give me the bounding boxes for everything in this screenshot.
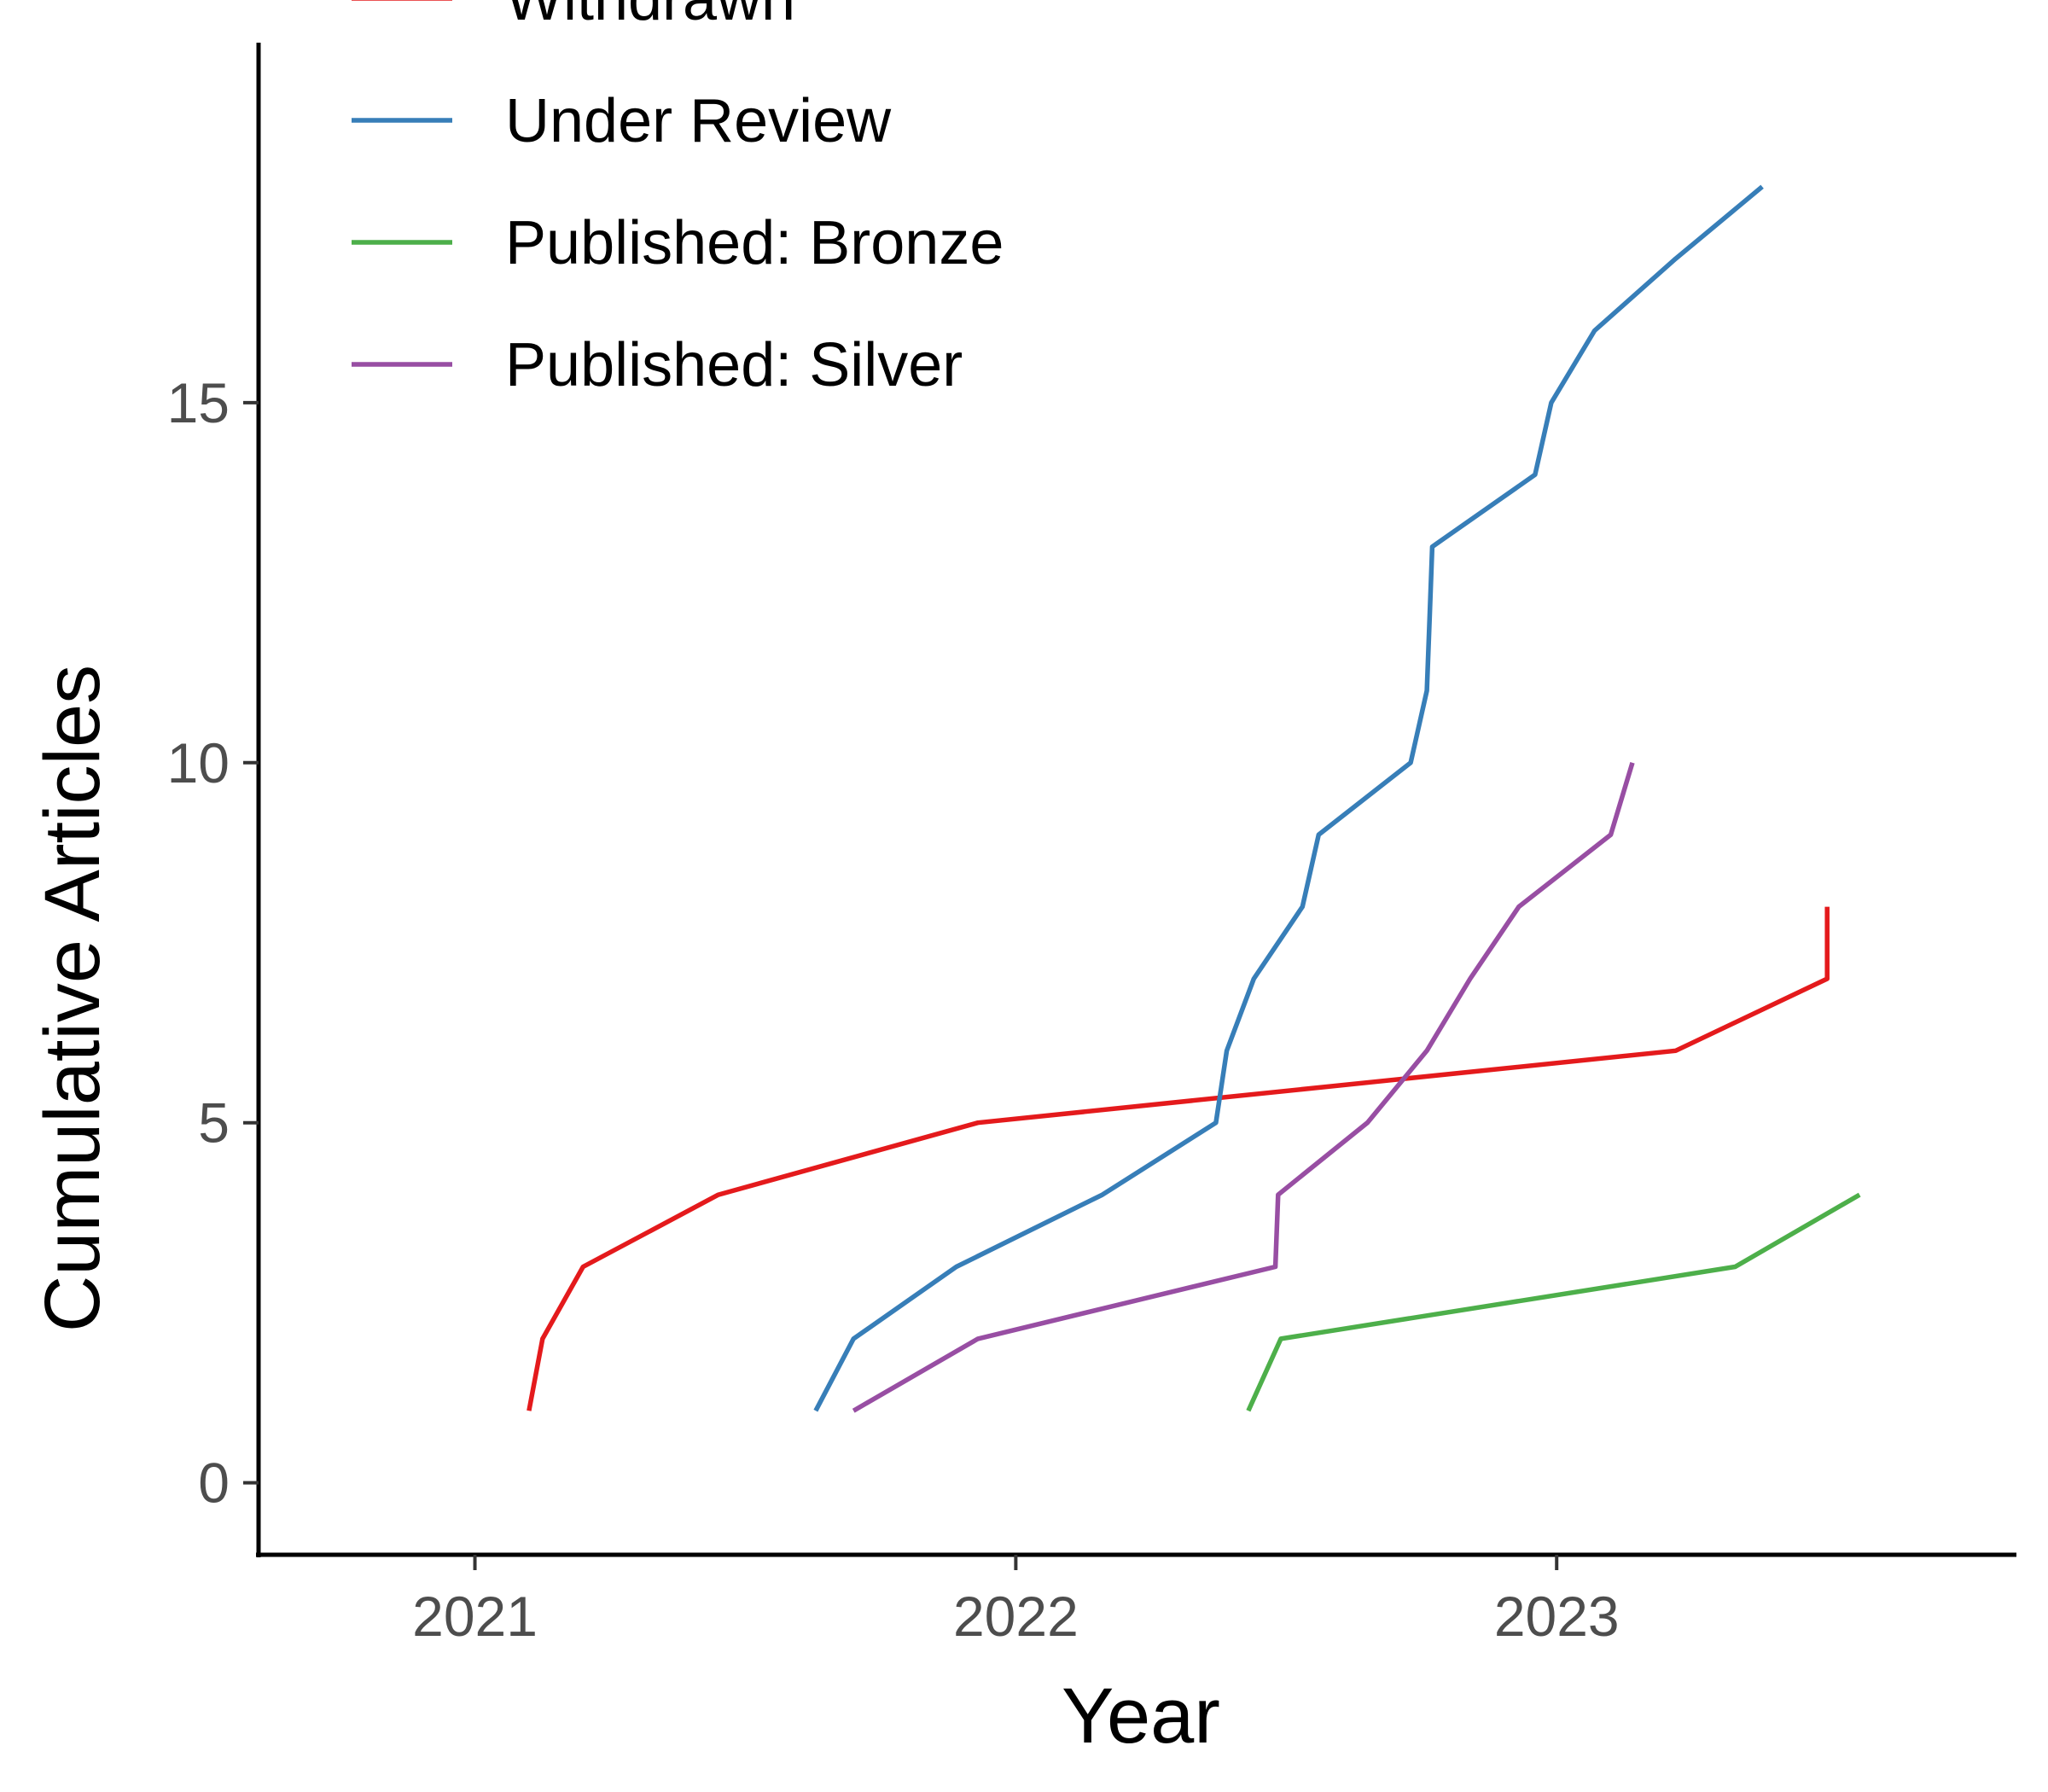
x-tick-label: 2023	[1494, 1585, 1620, 1648]
legend-label: Published: Silver	[505, 331, 963, 399]
y-tick-label: 15	[167, 371, 230, 434]
y-tick-label: 5	[198, 1091, 230, 1155]
series-line-2	[813, 184, 1764, 1412]
legend-item: Published: Silver	[352, 331, 963, 399]
x-tick-label: 2022	[953, 1585, 1079, 1648]
legend-item: Published: Bronze	[352, 209, 1004, 277]
x-axis-title: Year	[1062, 1673, 1220, 1760]
legend-label: Published: Bronze	[505, 209, 1004, 277]
series-line-1	[527, 906, 1830, 1411]
legend-item: Withdrawn	[352, 0, 795, 33]
y-tick-label: 10	[167, 731, 230, 794]
series-lines	[527, 184, 1861, 1413]
legend: Withdrawn Under Review Published: Bronze Pu…	[352, 0, 1004, 399]
legend-label: Withdrawn	[505, 0, 795, 33]
series-line-4	[852, 762, 1635, 1413]
legend-label: Under Review	[505, 87, 892, 155]
series-line-3	[1246, 1192, 1861, 1412]
y-axis-title: Cumulative Articles	[29, 665, 116, 1332]
axes: 2021 2022 2023 0 5 10 15	[167, 43, 2016, 1648]
x-tick-label: 2021	[412, 1585, 538, 1648]
y-tick-label: 0	[198, 1452, 230, 1515]
legend-item: Under Review	[352, 87, 892, 155]
